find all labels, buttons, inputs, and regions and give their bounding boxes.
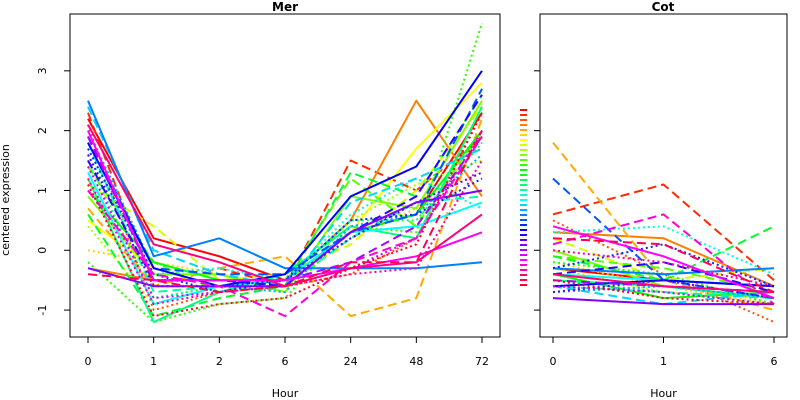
series-line [552,285,775,306]
y-tick-label: 2 [36,127,49,134]
y-tick-label: 0 [36,247,49,254]
series-line [552,285,775,306]
series-line [552,219,775,323]
series-line [552,237,775,294]
panel-title: Cot [652,0,675,14]
x-axis-title: Hour [650,387,677,400]
series-line [552,267,775,276]
series-line [552,261,775,294]
series-group [87,22,483,323]
y-tick-label: 1 [36,187,49,194]
series-line [552,243,775,288]
x-tick-label: 0 [85,355,92,368]
series-line [552,273,775,294]
series-line [87,100,483,270]
x-tick-label: 2 [216,355,223,368]
series-line [552,279,775,300]
series-line [87,136,483,318]
series-line [552,225,775,276]
x-axis-title: Hour [272,387,299,400]
color-legend [520,109,527,286]
series-line [552,297,774,306]
x-tick-label: 1 [660,355,667,368]
series-line [87,159,483,306]
series-group [552,141,775,323]
x-tick-label: 48 [409,355,423,368]
series-line [552,279,775,306]
x-tick-label: 24 [344,355,358,368]
panel-title: Mer [272,0,298,14]
x-tick-label: 0 [550,355,557,368]
series-line [87,130,483,282]
series-line [87,22,483,323]
x-tick-label: 72 [475,355,489,368]
series-line [87,130,483,294]
y-tick-label: 3 [36,67,49,74]
x-tick-label: 1 [150,355,157,368]
y-axis-title: centered expression [0,144,12,256]
series-line [552,183,775,281]
panel-cot: Cot 0 1 6 Hour [534,0,788,400]
x-tick-label: 6 [771,355,778,368]
panel-mer: Mer 0 1 2 6 24 48 72 Hour -1 0 1 2 3 [36,0,501,400]
series-line [552,249,775,288]
x-tick-label: 6 [282,355,289,368]
y-tick-label: -1 [36,305,49,316]
series-line [552,225,775,300]
series-line [552,213,775,305]
series-line [87,70,483,288]
series-line [87,112,483,318]
